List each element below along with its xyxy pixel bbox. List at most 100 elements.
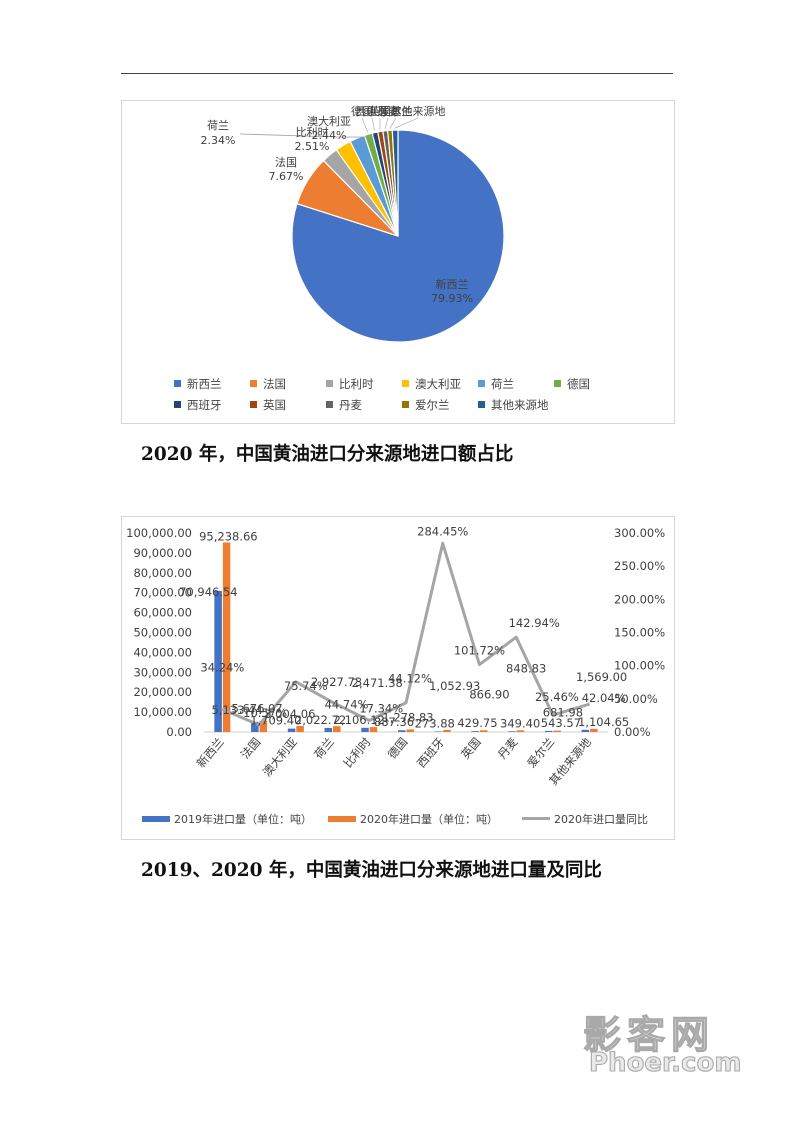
bar-2020 bbox=[590, 728, 598, 732]
bar-2020 bbox=[516, 730, 525, 732]
y-right-tick: 100.00% bbox=[614, 659, 665, 673]
pie-label-name-2: 法国 bbox=[275, 155, 297, 169]
pie-leader-9 bbox=[384, 117, 389, 129]
y-left-tick: 50,000.00 bbox=[133, 626, 192, 640]
pie-legend-swatch bbox=[554, 380, 561, 387]
pie-legend-item: 爱尔兰 bbox=[402, 397, 450, 413]
pie-leader-6 bbox=[361, 117, 369, 133]
pie-legend-swatch bbox=[478, 380, 485, 387]
bar-2020-label: 848.83 bbox=[506, 661, 546, 675]
pie-legend-label: 澳大利亚 bbox=[415, 377, 461, 391]
pie-label-name-6: 德国 bbox=[351, 104, 373, 118]
pie-label-name-8: 英国 bbox=[369, 104, 391, 118]
combo-legend-label: 2019年进口量（单位：吨） bbox=[174, 813, 312, 826]
pie-legend-label: 新西兰 bbox=[187, 377, 222, 391]
y-right-tick: 0.00% bbox=[614, 725, 651, 739]
pie-legend-item: 德国 bbox=[554, 376, 590, 392]
bar-2019-label: 70,946.54 bbox=[179, 585, 238, 599]
y-left-tick: 40,000.00 bbox=[133, 645, 192, 659]
bar-2020 bbox=[479, 730, 488, 732]
y-left-tick: 80,000.00 bbox=[133, 566, 192, 580]
bar-2019 bbox=[398, 730, 406, 732]
bar-2019-label: 1,709.40 bbox=[250, 714, 301, 728]
bar-2019 bbox=[324, 727, 333, 732]
pie-chart-frame: 新西兰 79.93% 法国 7.67% 荷兰 2.34% 比利时 2.51% 澳大利亚 2.44%… bbox=[121, 100, 675, 424]
x-tick-label: 法国 bbox=[238, 735, 264, 762]
bar-2019 bbox=[544, 730, 553, 732]
pie-slice-11 bbox=[391, 129, 399, 237]
bar-2019-label: 543.57 bbox=[541, 716, 581, 730]
y-right-tick: 300.00% bbox=[614, 526, 665, 540]
pie-label-value-2: 7.67% bbox=[269, 170, 304, 183]
pie-label-value-5: 2.34% bbox=[201, 134, 236, 147]
pie-legend-item: 丹麦 bbox=[326, 397, 362, 413]
combo-legend-swatch bbox=[522, 817, 550, 820]
bar-2020-label: 95,238.66 bbox=[199, 529, 258, 543]
bar-2020 bbox=[259, 720, 268, 732]
bar-2020-label: 681.98 bbox=[543, 706, 583, 720]
watermark-en: Phoer.com bbox=[588, 1047, 742, 1078]
pie-legend-label: 其他来源地 bbox=[491, 398, 549, 412]
pie-legend-item: 西班牙 bbox=[174, 397, 222, 413]
bar-2019 bbox=[361, 727, 369, 732]
bar-2020-label: 866.90 bbox=[469, 687, 509, 701]
pie-legend-swatch bbox=[250, 380, 257, 387]
pie-leader-7 bbox=[371, 117, 375, 131]
combo-legend-item: 2019年进口量（单位：吨） bbox=[142, 811, 312, 827]
bar-2020-label: 1,052.93 bbox=[429, 679, 480, 693]
bar-2020 bbox=[406, 729, 414, 732]
yoy-label: 44.74% bbox=[325, 697, 369, 711]
pie-label-name-9: 丹麦 bbox=[377, 105, 399, 118]
pie-caption: 2020 年，中国黄油进口分来源地进口额占比 bbox=[141, 444, 514, 465]
bar-2019-label: 2,106.12 bbox=[334, 713, 385, 727]
bar-2020 bbox=[222, 542, 231, 732]
y-left-tick: 60,000.00 bbox=[133, 606, 192, 620]
y-right-tick: 250.00% bbox=[614, 559, 665, 573]
combo-chart: 0.00 10,000.00 20,000.00 30,000.00 40,000.00… bbox=[126, 524, 665, 788]
pie-legend-swatch bbox=[250, 401, 257, 408]
y-left-tick: 100,000.00 bbox=[126, 526, 192, 540]
pie-legend-label: 荷兰 bbox=[491, 377, 514, 391]
pie-legend-label: 英国 bbox=[263, 398, 286, 412]
y-left-tick: 70,000.00 bbox=[133, 586, 192, 600]
combo-chart-frame: 0.00 10,000.00 20,000.00 30,000.00 40,000.00… bbox=[121, 516, 675, 840]
x-tick-label: 荷兰 bbox=[311, 735, 337, 762]
bar-2020-label: 2,471.38 bbox=[352, 676, 403, 690]
bar-2019-label: 2,022.72 bbox=[295, 713, 346, 727]
combo-legend-item: 2020年进口量同比 bbox=[522, 811, 648, 827]
x-tick-label: 西班牙 bbox=[414, 735, 447, 770]
yoy-line bbox=[221, 541, 591, 727]
bar-2020-label: 5,676.07 bbox=[231, 702, 282, 716]
x-tick-label: 比利时 bbox=[341, 735, 374, 771]
pie-legend-swatch bbox=[326, 401, 333, 408]
yoy-label: 284.45% bbox=[417, 524, 468, 538]
pie-legend-label: 爱尔兰 bbox=[415, 398, 450, 412]
yoy-label: 25.46% bbox=[535, 690, 579, 704]
pie-label-name-3: 比利时 bbox=[296, 126, 329, 139]
bar-2020-label: 1,278.83 bbox=[382, 710, 433, 724]
pie-legend-item: 英国 bbox=[250, 397, 286, 413]
yoy-label: 10.57% bbox=[243, 706, 287, 720]
bar-2020 bbox=[369, 727, 378, 732]
pie-legend-swatch bbox=[402, 380, 409, 387]
pie-label-name-4: 澳大利亚 bbox=[307, 114, 351, 128]
bar-2019 bbox=[508, 731, 516, 732]
pie-slice-1 bbox=[291, 129, 505, 343]
combo-legend-label: 2020年进口量同比 bbox=[554, 813, 648, 826]
pie-label-value-1: 79.93% bbox=[431, 292, 473, 305]
pie-legend-swatch bbox=[326, 380, 333, 387]
combo-legend-swatch bbox=[142, 816, 170, 822]
bar-2019-label: 1,104.65 bbox=[578, 715, 629, 729]
pie-label-value-3: 2.51% bbox=[295, 140, 330, 153]
pie-leader-11 bbox=[394, 117, 419, 129]
bar-2019 bbox=[471, 731, 479, 732]
watermark-cn: 影客网 bbox=[582, 1012, 716, 1057]
pie-label-name-7: 西班牙 bbox=[356, 105, 389, 118]
y-left-tick: 90,000.00 bbox=[133, 546, 192, 560]
bar-2019 bbox=[581, 729, 590, 732]
bar-2019-label: 273.88 bbox=[415, 716, 455, 730]
yoy-label: 42.04% bbox=[582, 691, 626, 705]
pie-legend-label: 丹麦 bbox=[339, 398, 362, 412]
y-left-tick: 30,000.00 bbox=[133, 665, 192, 679]
bar-2019-label: 429.75 bbox=[457, 716, 497, 730]
